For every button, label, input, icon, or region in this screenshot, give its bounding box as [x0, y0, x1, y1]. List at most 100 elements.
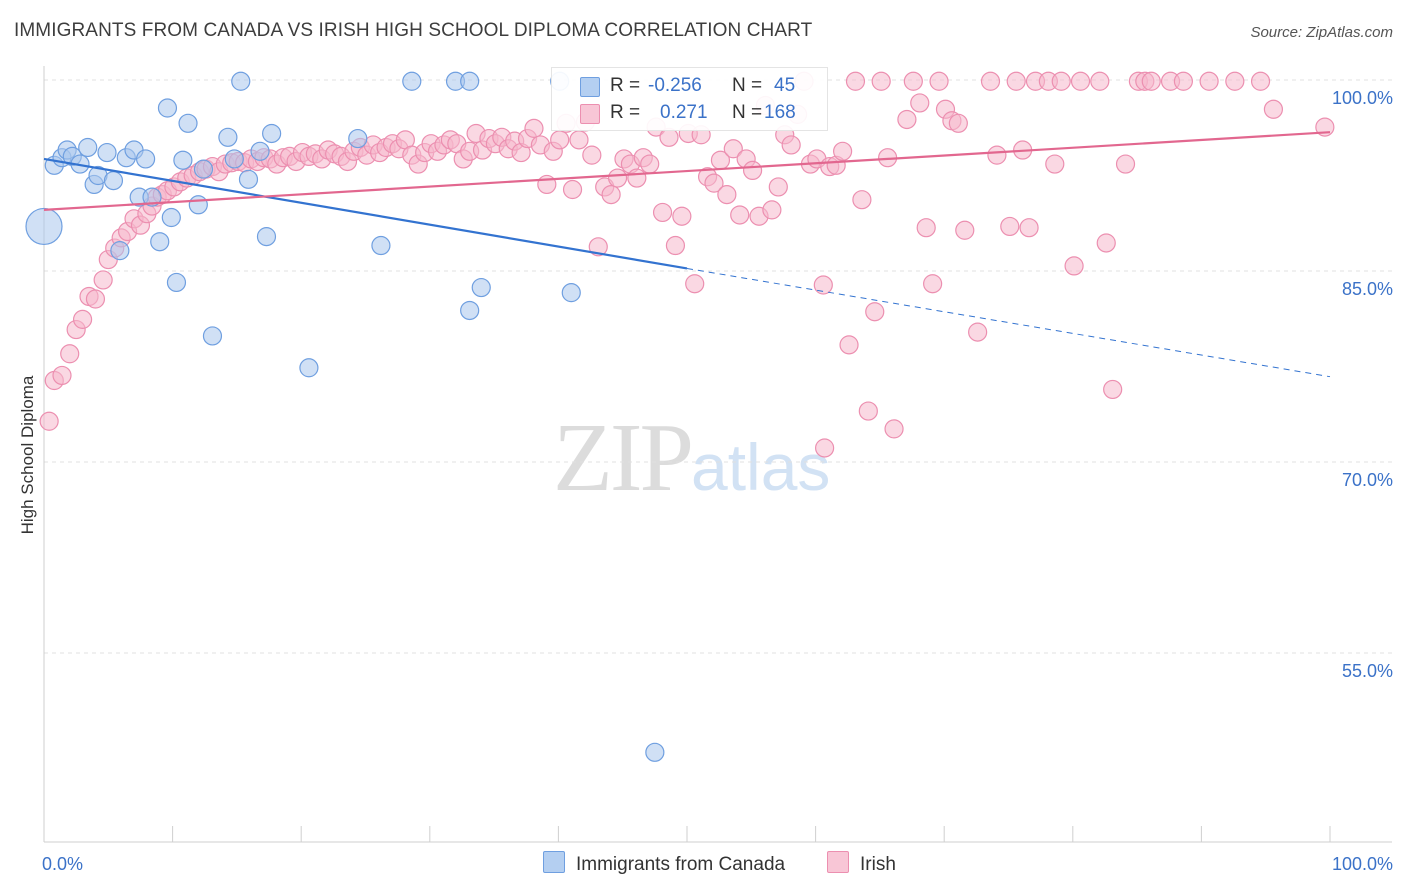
irish-point — [1090, 71, 1110, 91]
irish-point — [897, 109, 917, 130]
irish-point — [1263, 99, 1284, 119]
y-tick-label: 55.0% — [1342, 661, 1393, 681]
irish-point — [582, 145, 602, 165]
watermark-zip: ZIP — [553, 404, 694, 512]
irish-point — [742, 160, 763, 181]
irish-point — [723, 139, 743, 159]
irish-point — [652, 202, 673, 223]
irish-point — [762, 200, 782, 220]
axes — [43, 66, 1392, 843]
canada-point — [150, 232, 170, 252]
y-axis-title: High School Diploma — [18, 375, 37, 534]
canada-point — [25, 207, 63, 246]
irish-point — [923, 274, 943, 294]
irish-point — [1019, 218, 1039, 238]
irish-point — [717, 185, 737, 205]
irish-point — [52, 365, 72, 386]
irish-point — [980, 71, 1001, 91]
legend-r-label: R = — [610, 75, 641, 96]
canada-point — [135, 149, 156, 169]
canada-trend-line — [43, 157, 688, 270]
canada-point — [561, 283, 581, 303]
legend-swatch-irish — [580, 104, 600, 124]
watermark-atlas: atlas — [691, 430, 831, 504]
legend-swatch-canada — [543, 851, 565, 873]
legend-row-canada: R = -0.256 N = 45 — [552, 74, 827, 100]
irish-point — [1070, 71, 1091, 91]
canada-point — [110, 241, 130, 261]
legend-swatch-canada — [580, 77, 600, 97]
canada-point — [78, 137, 98, 158]
irish-point — [665, 235, 686, 256]
canada-point — [202, 326, 223, 346]
canada-point — [166, 272, 187, 293]
irish-point — [916, 218, 936, 238]
irish-point — [1045, 154, 1065, 174]
irish-point — [93, 270, 113, 290]
legend-r-value: 0.271 — [660, 102, 708, 123]
canada-point — [193, 159, 214, 179]
axis-labels: 100.0% 85.0% 70.0% 55.0% 0.0% 100.0% High Scho… — [18, 88, 1393, 874]
irish-point — [871, 71, 891, 91]
irish-point — [1000, 216, 1020, 237]
canada-point — [371, 235, 391, 256]
legend-n-value: 45 — [774, 75, 796, 96]
legend-swatch-irish — [827, 851, 849, 873]
irish-point — [781, 135, 801, 155]
legend-r-label: R = — [610, 102, 641, 123]
irish-point — [768, 177, 788, 197]
source-label: Source: ZipAtlas.com — [1250, 24, 1393, 41]
irish-point — [865, 302, 885, 322]
irish-point — [562, 179, 583, 200]
canada-point — [97, 142, 117, 163]
canada-point — [161, 207, 181, 228]
canada-point — [173, 150, 193, 170]
irish-point — [72, 309, 93, 329]
correlation-legend: R = -0.256 N = 45 R = 0.271 N = 168 — [551, 67, 828, 131]
trend-lines — [43, 131, 1331, 378]
irish-point — [833, 141, 853, 161]
irish-trend-line — [43, 131, 1331, 211]
irish-point — [852, 190, 872, 210]
irish-point — [85, 289, 106, 309]
canada-point — [218, 127, 238, 147]
canada-point — [262, 123, 282, 144]
irish-point — [640, 154, 660, 174]
watermark: ZIPatlas — [553, 402, 830, 514]
irish-point — [955, 220, 975, 240]
legend-item-irish[interactable]: Irish — [827, 851, 896, 875]
irish-point — [524, 118, 544, 138]
irish-point — [607, 168, 628, 188]
irish-point — [627, 168, 647, 188]
irish-point — [588, 237, 608, 257]
irish-point — [839, 335, 859, 355]
irish-point — [858, 401, 878, 421]
canada-point — [460, 300, 480, 321]
irish-point — [910, 93, 930, 113]
canada-point — [299, 358, 319, 378]
irish-point — [845, 71, 866, 91]
irish-point — [884, 419, 904, 439]
irish-point — [948, 113, 968, 133]
irish-point — [1051, 71, 1071, 91]
irish-point — [815, 438, 835, 458]
irish-point — [730, 205, 750, 225]
canada-points — [25, 71, 665, 762]
legend-row-irish: R = 0.271 N = 168 — [552, 101, 827, 127]
irish-point — [704, 173, 724, 193]
irish-point — [550, 130, 570, 150]
legend-item-canada[interactable]: Immigrants from Canada — [543, 851, 785, 875]
x-tick-label: 100.0% — [1332, 854, 1393, 874]
irish-point — [968, 322, 988, 342]
irish-point — [1006, 71, 1026, 91]
irish-point — [601, 185, 621, 205]
y-tick-label: 100.0% — [1332, 88, 1393, 108]
canada-point — [188, 195, 208, 215]
irish-point — [60, 344, 80, 364]
irish-point — [1250, 71, 1271, 91]
irish-point — [1096, 233, 1116, 253]
canada-point — [645, 742, 665, 762]
legend-n-label: N = — [732, 102, 763, 123]
irish-point — [1103, 379, 1123, 400]
